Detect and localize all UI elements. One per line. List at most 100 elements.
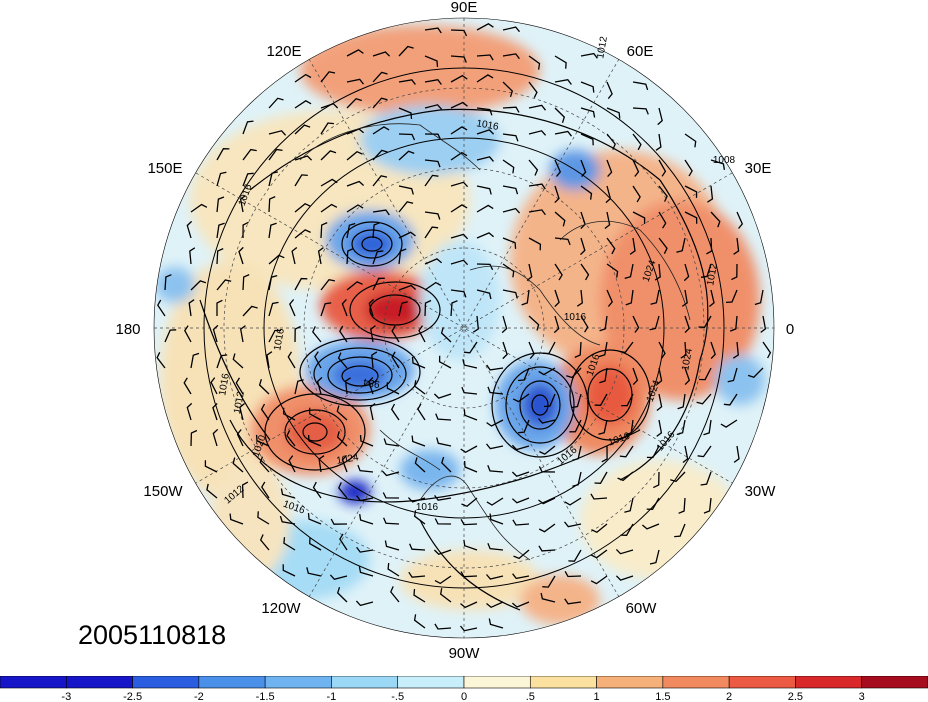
wind-barb bbox=[216, 222, 225, 239]
wind-barb bbox=[346, 150, 363, 161]
wind-barb bbox=[511, 497, 530, 504]
wind-barb bbox=[369, 402, 376, 421]
wind-barb bbox=[268, 130, 287, 136]
wind-barb bbox=[317, 247, 324, 265]
wind-barb bbox=[372, 250, 384, 265]
wind-barb bbox=[698, 315, 712, 328]
wind-barb bbox=[164, 329, 177, 343]
wind-barb bbox=[554, 55, 567, 69]
wind-barb bbox=[294, 73, 312, 83]
wind-barb bbox=[258, 379, 270, 395]
wind-barb bbox=[528, 130, 547, 136]
contour-label: 1024 bbox=[336, 452, 360, 467]
wind-barb bbox=[488, 618, 504, 629]
wind-barb bbox=[440, 327, 452, 343]
wind-barb bbox=[320, 203, 338, 213]
wind-barb bbox=[650, 289, 660, 305]
wind-barb bbox=[700, 471, 712, 486]
wind-barb bbox=[476, 232, 495, 239]
wind-barb bbox=[486, 497, 504, 506]
wind-barb bbox=[606, 159, 613, 178]
wind-barb bbox=[538, 367, 556, 376]
wind-barb bbox=[566, 367, 582, 379]
colorbar-box bbox=[662, 676, 730, 689]
wind-barb bbox=[554, 107, 566, 123]
wind-barb bbox=[538, 497, 556, 505]
wind-barb bbox=[450, 233, 469, 240]
wind-barb bbox=[594, 393, 608, 406]
colorbar-tick-label: -3 bbox=[61, 691, 71, 702]
wind-barb bbox=[670, 471, 686, 483]
wind-barb bbox=[463, 539, 478, 551]
wind-barb bbox=[294, 229, 311, 239]
wind-barb bbox=[414, 457, 426, 473]
wind-barb bbox=[183, 377, 192, 395]
wind-barb bbox=[572, 445, 582, 461]
wind-barb bbox=[282, 564, 296, 577]
wind-barb bbox=[569, 419, 582, 433]
wind-barb bbox=[731, 263, 738, 281]
wind-barb bbox=[487, 465, 504, 473]
wind-barb bbox=[390, 586, 400, 603]
wind-barb bbox=[344, 377, 351, 395]
wind-barb bbox=[337, 352, 348, 369]
contour-label: 1024 bbox=[680, 347, 695, 371]
wind-barb bbox=[655, 133, 662, 151]
wind-barb bbox=[564, 598, 582, 605]
wind-barb bbox=[487, 386, 504, 395]
wind-barb bbox=[391, 351, 400, 369]
wind-barb bbox=[598, 341, 608, 358]
wind-barb bbox=[424, 299, 432, 317]
wind-barb bbox=[720, 419, 738, 428]
wind-barb bbox=[598, 419, 608, 435]
contour-label: 1016 bbox=[272, 327, 287, 351]
wind-barb bbox=[186, 402, 193, 421]
contour-label: 1016 bbox=[416, 502, 439, 513]
wind-barb bbox=[463, 341, 478, 354]
wind-barb bbox=[189, 247, 196, 265]
colorbar-box bbox=[132, 676, 200, 689]
wind-barb bbox=[381, 470, 400, 477]
wind-barb bbox=[320, 150, 337, 161]
wind-barb bbox=[476, 129, 495, 135]
wind-barb bbox=[554, 289, 560, 308]
wind-barb bbox=[320, 222, 328, 239]
colorbar-box bbox=[65, 676, 133, 689]
wind-barb bbox=[615, 548, 634, 555]
wind-barb bbox=[279, 515, 296, 525]
wind-barb bbox=[540, 592, 556, 603]
wind-barb bbox=[518, 419, 530, 434]
colorbar-tick-label: -1.5 bbox=[256, 691, 275, 702]
wind-barb bbox=[554, 237, 571, 246]
wind-barb bbox=[450, 74, 468, 83]
wind-barb bbox=[462, 359, 478, 369]
wind-barb bbox=[677, 393, 686, 410]
wind-barb bbox=[294, 203, 311, 213]
wind-barb bbox=[424, 174, 439, 187]
wind-barb bbox=[232, 457, 244, 473]
wind-barb bbox=[574, 341, 582, 358]
wind-barb bbox=[476, 289, 492, 300]
wind-barb bbox=[294, 155, 313, 161]
wind-barb bbox=[424, 104, 443, 110]
wind-barb bbox=[424, 211, 441, 220]
wind-barb bbox=[538, 466, 556, 473]
wind-barb bbox=[646, 445, 660, 459]
wind-barb bbox=[372, 51, 391, 57]
wind-barb bbox=[398, 107, 413, 120]
colorbar-tick-label: 1 bbox=[594, 691, 600, 702]
wind-barb bbox=[733, 237, 740, 255]
wind-barb bbox=[411, 356, 426, 369]
wind-barb bbox=[286, 430, 296, 447]
colorbar-tick-label: -2 bbox=[194, 691, 204, 702]
wind-barb bbox=[398, 185, 414, 195]
wind-barb bbox=[632, 81, 649, 91]
wind-barb bbox=[605, 185, 612, 204]
wind-barb bbox=[684, 367, 691, 386]
wind-barb bbox=[512, 519, 530, 526]
wind-barb bbox=[242, 172, 254, 187]
wind-barb bbox=[554, 78, 572, 85]
wind-barb bbox=[257, 511, 270, 525]
wind-barb bbox=[316, 376, 323, 395]
wind-barb bbox=[346, 222, 356, 239]
